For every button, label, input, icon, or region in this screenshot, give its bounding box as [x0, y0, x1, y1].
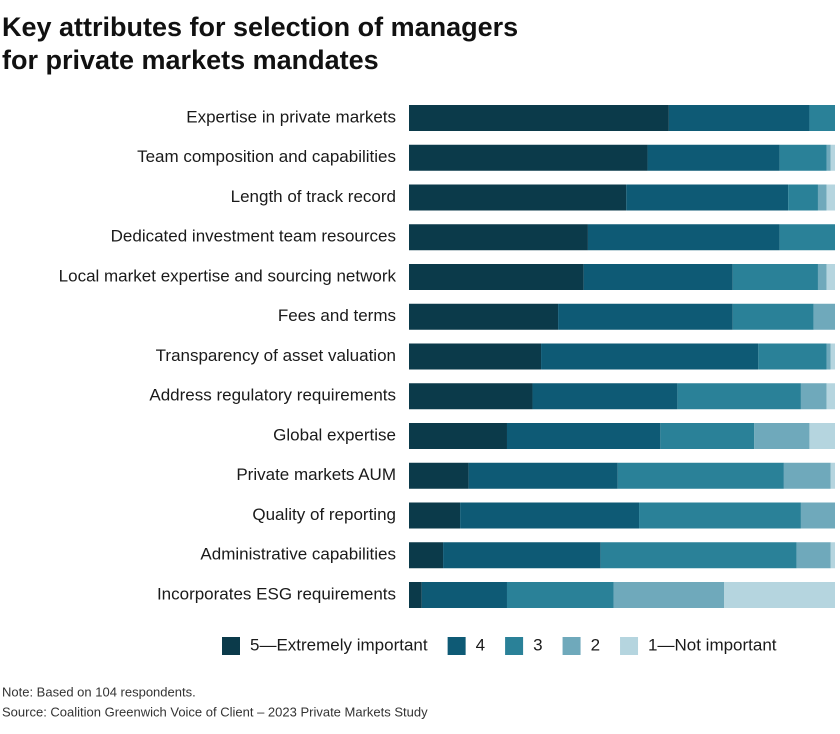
bar-segment	[783, 462, 831, 489]
bar-segment	[660, 423, 755, 449]
bar-segment	[779, 144, 827, 171]
legend-label: 4	[476, 635, 485, 654]
legend-swatch	[505, 637, 524, 655]
bar-segment	[830, 343, 835, 370]
category-label: Address regulatory requirements	[149, 386, 396, 405]
bar-segment	[409, 383, 533, 410]
bar-segment	[668, 105, 810, 131]
legend-label: 3	[533, 635, 542, 654]
bar-segment	[800, 502, 835, 529]
bar-segment	[826, 144, 831, 171]
category-label: Local market expertise and sourcing netw…	[59, 266, 397, 285]
bar-segment	[460, 502, 640, 529]
category-label: Administrative capabilities	[200, 545, 396, 564]
bar-segment	[409, 423, 507, 449]
bar-segment	[639, 502, 801, 529]
category-label: Expertise in private markets	[186, 107, 396, 126]
bar-segment	[626, 184, 789, 211]
bar-segment	[800, 383, 827, 410]
bar-segment	[506, 582, 614, 608]
bar-segment	[809, 423, 835, 449]
bar-segment	[409, 582, 422, 608]
category-label: Fees and terms	[278, 306, 396, 325]
bar-segment	[409, 144, 648, 171]
bar-segment	[830, 542, 835, 569]
bar-segment	[826, 343, 831, 370]
bar-segment	[613, 582, 725, 608]
legend-swatch	[620, 637, 639, 655]
chart-title: Key attributes for selection of managers	[2, 12, 518, 42]
category-label: Private markets AUM	[236, 465, 396, 484]
bar-segment	[754, 423, 810, 449]
bar-segment	[779, 224, 835, 251]
chart-title: for private markets mandates	[2, 45, 379, 75]
bar-segment	[796, 542, 831, 569]
bar-segment	[409, 462, 469, 489]
category-label: Dedicated investment team resources	[111, 227, 396, 246]
bar-segment	[732, 264, 818, 290]
bar-segment	[817, 264, 827, 290]
bar-segment	[421, 582, 507, 608]
legend-label: 1—Not important	[648, 635, 777, 654]
bar-segment	[558, 303, 733, 330]
bar-segment	[724, 582, 835, 608]
legend-swatch	[447, 637, 466, 655]
legend-label: 2	[591, 635, 600, 654]
bar-segment	[409, 303, 559, 330]
category-label: Team composition and capabilities	[137, 147, 396, 166]
legend-swatch	[562, 637, 581, 655]
category-label: Global expertise	[273, 425, 396, 444]
bar-segment	[817, 184, 827, 211]
bar-segment	[647, 144, 780, 171]
bar-segment	[443, 542, 601, 569]
bar-segment	[409, 224, 588, 251]
bar-segment	[409, 502, 461, 529]
category-label: Quality of reporting	[252, 505, 396, 524]
bar-segment	[409, 264, 584, 290]
bar-segment	[409, 184, 627, 211]
bar-segment	[732, 303, 814, 330]
bar-segment	[617, 462, 784, 489]
bar-segment	[830, 144, 835, 171]
bar-segment	[826, 383, 835, 410]
bar-segment	[506, 423, 661, 449]
category-label: Transparency of asset valuation	[156, 346, 396, 365]
source: Source: Coalition Greenwich Voice of Cli…	[2, 704, 428, 719]
bar-segment	[468, 462, 618, 489]
bar-segment	[409, 542, 444, 569]
bar-segment	[826, 264, 835, 290]
legend-swatch	[222, 637, 240, 655]
bar-segment	[409, 343, 542, 370]
bar-segment	[758, 343, 827, 370]
bar-segment	[788, 184, 818, 211]
bar-segment	[541, 343, 759, 370]
category-label: Length of track record	[231, 187, 396, 206]
note: Note: Based on 104 respondents.	[2, 684, 196, 699]
bar-segment	[600, 542, 797, 569]
bar-segment	[813, 303, 835, 330]
bar-segment	[826, 184, 835, 211]
bar-segment	[677, 383, 801, 410]
category-label: Incorporates ESG requirements	[157, 584, 396, 603]
legend-label: 5—Extremely important	[250, 635, 428, 654]
bar-segment	[809, 105, 835, 131]
bar-segment	[532, 383, 678, 410]
bar-segment	[583, 264, 733, 290]
bar-segment	[587, 224, 780, 251]
bar-segment	[830, 462, 835, 489]
bar-segment	[409, 105, 669, 131]
